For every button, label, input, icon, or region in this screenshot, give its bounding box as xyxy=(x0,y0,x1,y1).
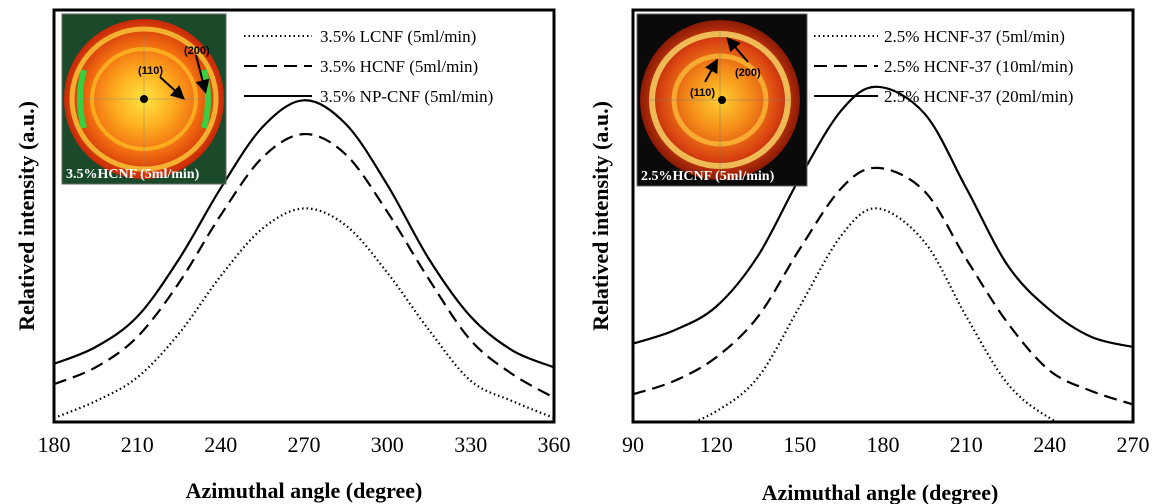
series-line-dashed xyxy=(633,166,1133,406)
x-tick-label: 270 xyxy=(1117,432,1150,457)
beam-stop xyxy=(718,96,726,104)
legend-label: 3.5% NP-CNF (5ml/min) xyxy=(320,87,493,106)
x-tick-label: 360 xyxy=(538,432,571,457)
x-tick-label: 210 xyxy=(950,432,983,457)
chart-right: 90 120 150 180 210 240 270 Azimuthal angle (de… xyxy=(588,8,1150,504)
beam-stop xyxy=(140,95,148,103)
x-tick-label: 120 xyxy=(700,432,733,457)
x-tick-label: 180 xyxy=(867,432,900,457)
legend-entry: 2.5% HCNF-37 (20ml/min) xyxy=(814,87,1073,106)
x-tick-label: 300 xyxy=(371,432,404,457)
series-line-dashed xyxy=(54,132,554,399)
series-line-solid xyxy=(633,85,1133,349)
x-tick-label: 150 xyxy=(783,432,816,457)
chart-left: 180 210 240 270 300 330 360 Azimuthal angle (d… xyxy=(14,8,571,503)
plot-frame xyxy=(52,8,556,424)
peak-label-200: (200) xyxy=(184,45,210,57)
x-tick-label: 330 xyxy=(454,432,487,457)
legend: 2.5% HCNF-37 (5ml/min) 2.5% HCNF-37 (10m… xyxy=(814,27,1073,106)
series-line-dotted xyxy=(690,207,1060,422)
peak-label-110: (110) xyxy=(690,87,715,99)
inset-label: 2.5%HCNF (5ml/min) xyxy=(641,169,775,184)
inset-diffraction-image: (110) (200) 3.5%HCNF (5ml/min) xyxy=(61,13,227,185)
y-axis-label: Relatived intensity (a.u.) xyxy=(14,101,39,331)
legend-label: 2.5% HCNF-37 (20ml/min) xyxy=(884,87,1073,106)
peak-label-110: (110) xyxy=(138,65,163,77)
legend-entry: 3.5% LCNF (5ml/min) xyxy=(244,27,476,46)
legend-entry: 3.5% HCNF (5ml/min) xyxy=(244,57,478,76)
legend: 3.5% LCNF (5ml/min) 3.5% HCNF (5ml/min) … xyxy=(244,27,493,106)
x-tick-label: 210 xyxy=(121,432,154,457)
x-axis-label: Azimuthal angle (degree) xyxy=(762,480,999,504)
legend-label: 3.5% HCNF (5ml/min) xyxy=(320,57,478,76)
legend-label: 3.5% LCNF (5ml/min) xyxy=(320,27,476,46)
series-line-solid xyxy=(54,99,554,369)
y-axis-label: Relatived intensity (a.u.) xyxy=(588,101,613,331)
legend-label: 2.5% HCNF-37 (5ml/min) xyxy=(884,27,1065,46)
peak-label-200: (200) xyxy=(735,67,761,79)
legend-entry: 3.5% NP-CNF (5ml/min) xyxy=(244,87,493,106)
legend-entry: 2.5% HCNF-37 (5ml/min) xyxy=(814,27,1065,46)
inset-label: 3.5%HCNF (5ml/min) xyxy=(66,167,200,182)
inset-diffraction-image: (110) (200) 2.5%HCNF (5ml/min) xyxy=(636,13,808,187)
x-axis-label: Azimuthal angle (degree) xyxy=(186,478,423,503)
series-lines xyxy=(633,85,1133,422)
x-tick-label: 90 xyxy=(622,432,644,457)
plot-frame xyxy=(631,8,1135,424)
diffraction-ring xyxy=(69,26,219,172)
x-tick-label: 240 xyxy=(1033,432,1066,457)
legend-entry: 2.5% HCNF-37 (10ml/min) xyxy=(814,57,1073,76)
x-tick-label: 240 xyxy=(204,432,237,457)
x-tick-labels: 90 120 150 180 210 240 270 xyxy=(622,432,1150,457)
x-tick-labels: 180 210 240 270 300 330 360 xyxy=(38,432,571,457)
series-lines xyxy=(54,99,554,420)
x-tick-label: 270 xyxy=(288,432,321,457)
legend-label: 2.5% HCNF-37 (10ml/min) xyxy=(884,57,1073,76)
x-tick-label: 180 xyxy=(38,432,71,457)
series-line-dotted xyxy=(54,207,554,420)
